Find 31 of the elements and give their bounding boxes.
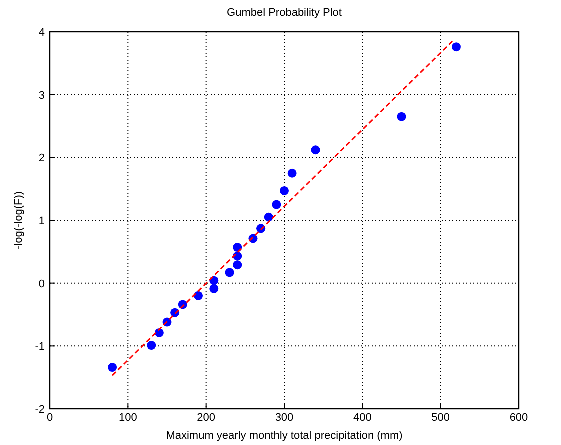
point xyxy=(264,212,274,222)
x-tick-label: 300 xyxy=(275,412,294,424)
chart-title: Gumbel Probability Plot xyxy=(227,7,342,19)
y-tick-label: 1 xyxy=(38,216,45,228)
x-tick-label: 200 xyxy=(197,412,216,424)
point xyxy=(272,200,282,210)
y-tick-label: 3 xyxy=(38,90,45,102)
point xyxy=(280,186,289,196)
point xyxy=(311,146,320,155)
x-tick-label: 400 xyxy=(353,412,372,424)
x-axis-title: Maximum yearly monthly total precipitation (mm) xyxy=(166,430,403,442)
point xyxy=(108,363,118,372)
point xyxy=(233,260,242,270)
y-tick-label: 0 xyxy=(38,278,45,290)
point xyxy=(225,268,234,278)
point xyxy=(452,42,461,52)
y-tick-label: -2 xyxy=(35,404,45,416)
point xyxy=(147,341,156,350)
y-tick-label: -1 xyxy=(35,341,45,354)
point xyxy=(233,252,242,261)
point xyxy=(194,291,204,300)
point xyxy=(210,284,219,294)
x-tick-label: 600 xyxy=(510,412,528,424)
point xyxy=(288,168,297,178)
x-tick-label: 0 xyxy=(46,412,54,424)
y-tick-label: 4 xyxy=(38,27,45,39)
x-tick-label: 100 xyxy=(118,412,138,424)
point xyxy=(397,112,406,122)
x-tick-label: 500 xyxy=(432,412,450,424)
y-tick-label: 2 xyxy=(38,152,45,165)
y-axis-title: -log(-log(F)) xyxy=(13,191,25,250)
